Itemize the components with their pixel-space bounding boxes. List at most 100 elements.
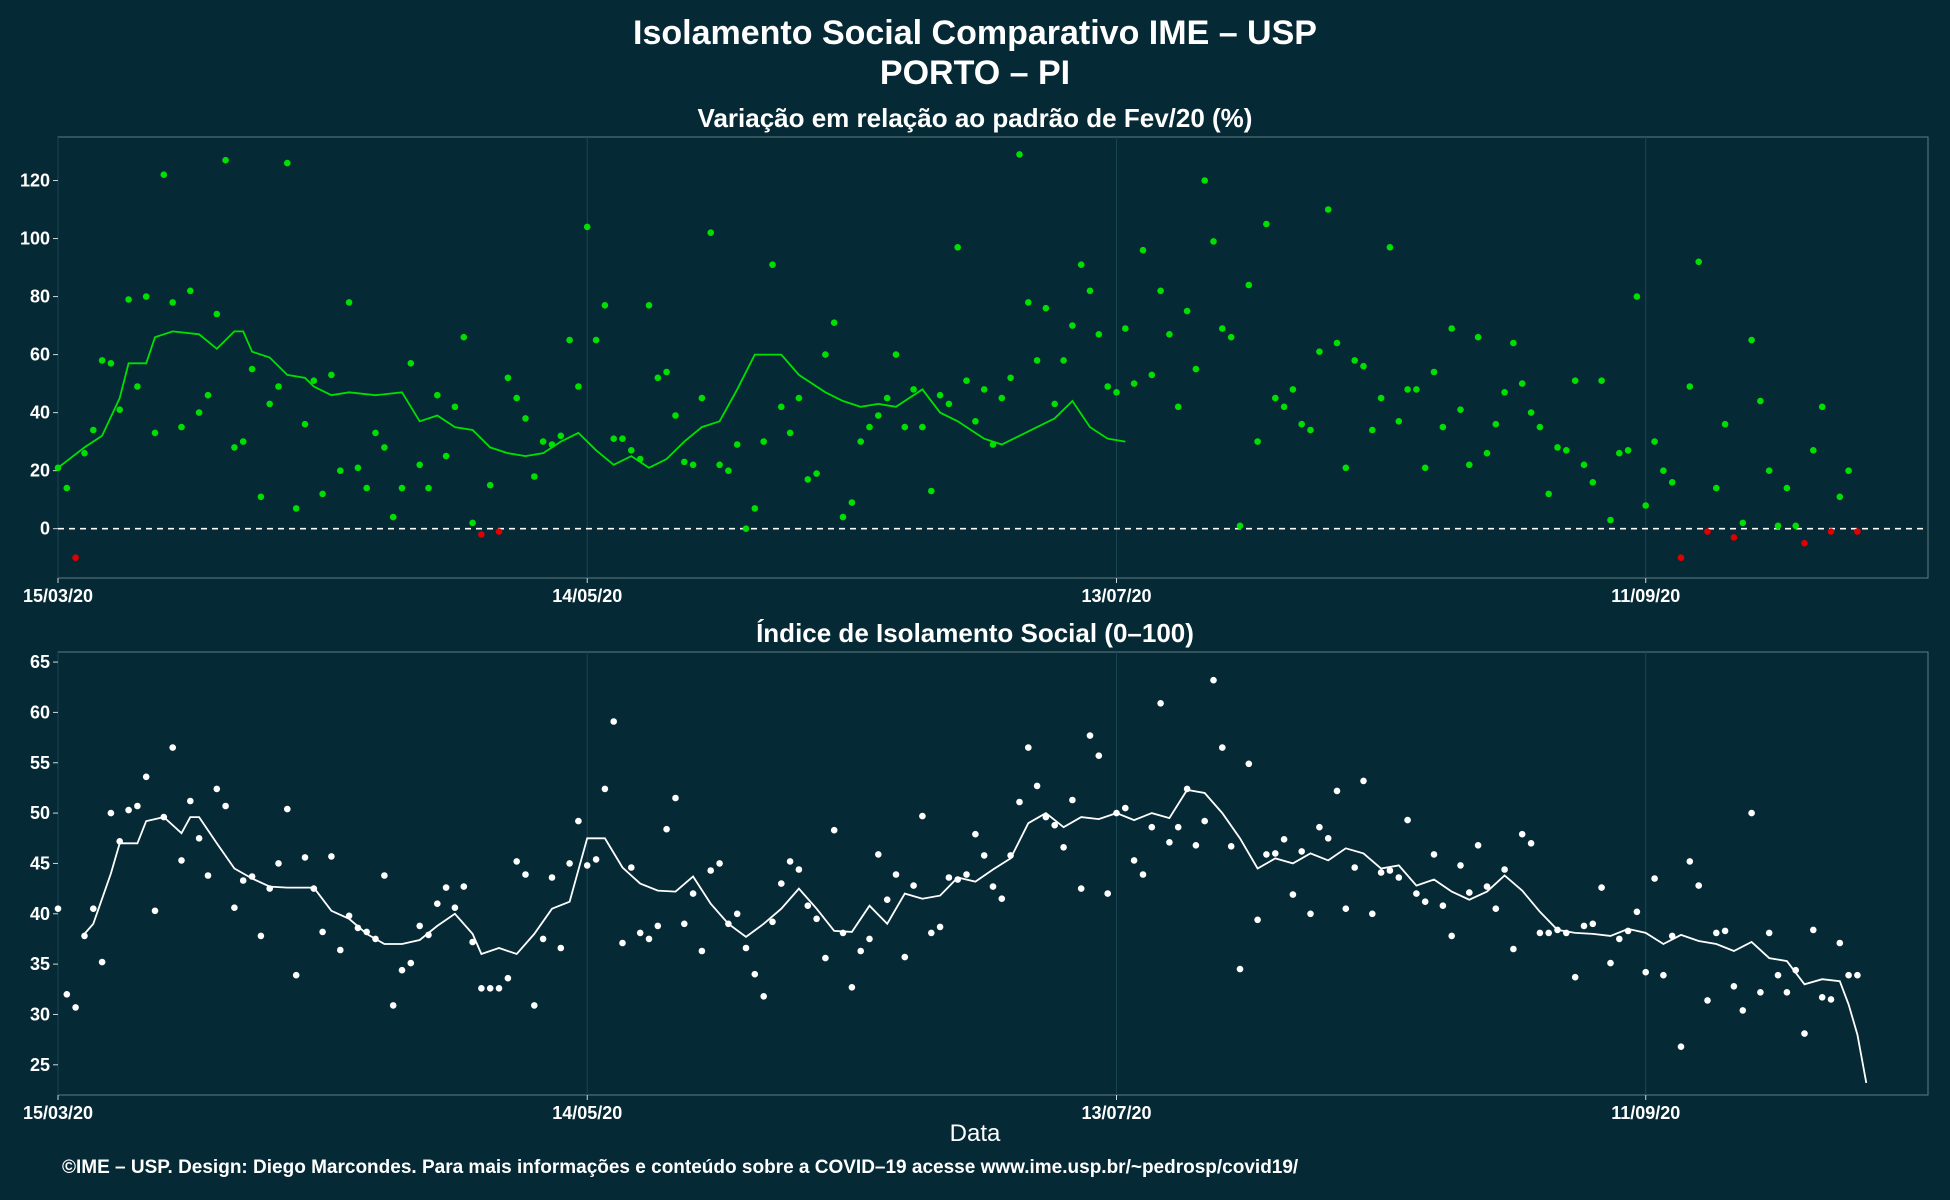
y-tick-label: 80	[30, 287, 50, 307]
data-point	[522, 871, 529, 878]
data-point	[875, 851, 882, 858]
data-point	[1607, 959, 1614, 967]
data-point	[1483, 883, 1491, 890]
data-point	[1721, 927, 1729, 935]
data-point	[822, 954, 829, 962]
data-point	[1421, 464, 1429, 472]
data-point	[1298, 420, 1305, 428]
x-tick-label: 11/09/20	[1611, 586, 1680, 606]
data-point	[725, 920, 732, 928]
data-point	[1810, 447, 1817, 454]
data-point	[1122, 804, 1129, 812]
data-point	[1554, 444, 1561, 451]
data-point	[442, 884, 450, 891]
data-point	[742, 944, 750, 952]
data-point	[1219, 325, 1226, 332]
data-point	[645, 935, 653, 943]
data-point	[531, 473, 538, 480]
data-point	[1069, 796, 1076, 804]
data-point	[460, 333, 468, 341]
data-point	[1730, 534, 1738, 541]
data-point	[548, 874, 556, 881]
data-point	[345, 299, 353, 306]
x-tick-label: 15/03/20	[23, 586, 93, 606]
data-point	[1748, 809, 1755, 817]
data-point	[319, 928, 326, 936]
data-point	[1192, 365, 1200, 373]
data-point	[1051, 400, 1058, 408]
y-tick-label: 30	[30, 1004, 50, 1024]
data-point	[469, 938, 476, 946]
data-point	[1086, 287, 1094, 295]
data-point	[1536, 929, 1544, 937]
data-point	[689, 890, 697, 897]
data-point	[1007, 852, 1014, 859]
data-point	[1413, 386, 1420, 393]
data-point	[1598, 884, 1605, 891]
data-point	[813, 915, 820, 923]
data-point	[910, 386, 917, 393]
data-point	[1748, 336, 1755, 344]
data-point	[354, 924, 362, 932]
data-point	[936, 923, 944, 931]
data-point	[1783, 484, 1791, 492]
y-tick-label: 40	[30, 904, 50, 924]
data-point	[1757, 397, 1764, 405]
data-point	[636, 455, 644, 463]
data-point	[672, 794, 679, 802]
data-point	[1245, 760, 1253, 768]
data-point	[795, 394, 803, 402]
data-point	[1148, 823, 1156, 831]
data-point	[883, 896, 891, 903]
data-point	[830, 319, 838, 327]
data-point	[204, 391, 212, 399]
data-point	[1616, 449, 1623, 457]
data-point	[1854, 528, 1861, 535]
data-point	[769, 261, 776, 269]
data-point	[1792, 966, 1799, 974]
data-point	[1854, 971, 1861, 979]
data-point	[1395, 874, 1403, 881]
data-point	[187, 287, 194, 295]
data-point	[231, 444, 238, 451]
data-point	[81, 932, 88, 940]
data-point	[1757, 989, 1764, 996]
data-point	[328, 853, 335, 860]
data-point	[1342, 905, 1350, 912]
data-point	[1616, 935, 1623, 943]
data-point	[1360, 362, 1367, 370]
data-point	[1395, 418, 1403, 425]
data-point	[1695, 882, 1702, 889]
data-point	[654, 922, 662, 930]
data-point	[663, 368, 670, 376]
data-point	[1192, 842, 1200, 849]
data-point	[1333, 339, 1341, 347]
data-point	[1836, 939, 1844, 947]
data-point	[72, 1004, 79, 1011]
data-point	[90, 426, 97, 434]
data-point	[1589, 479, 1597, 486]
data-point	[389, 513, 397, 521]
data-point	[275, 383, 282, 390]
data-point	[733, 910, 741, 918]
data-point	[81, 449, 88, 457]
data-point	[134, 802, 141, 810]
data-point	[1166, 839, 1173, 846]
data-point	[354, 464, 362, 472]
data-point	[848, 499, 856, 506]
data-point	[1651, 875, 1658, 882]
data-point	[1651, 438, 1658, 445]
data-point	[1545, 929, 1552, 937]
data-point	[972, 418, 979, 425]
data-point	[151, 429, 159, 437]
data-point	[1466, 461, 1473, 469]
data-point	[416, 461, 424, 469]
data-point	[1272, 850, 1279, 857]
data-point	[1033, 357, 1041, 364]
data-point	[460, 883, 468, 890]
data-point	[125, 806, 132, 814]
data-point	[284, 159, 291, 167]
chart-subtitle: PORTO – PI	[879, 54, 1071, 92]
data-point	[1289, 891, 1297, 898]
data-point	[398, 484, 406, 492]
